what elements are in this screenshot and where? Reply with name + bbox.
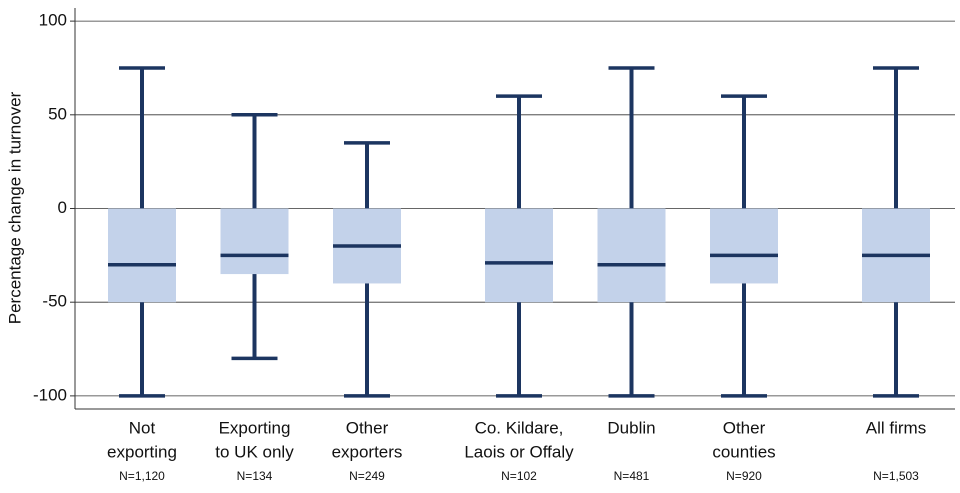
x-tick-label: Other [723, 418, 766, 437]
n-label: N=1,503 [873, 469, 919, 483]
x-tick-label: Not [129, 418, 156, 437]
x-tick-label: Co. Kildare, [475, 418, 564, 437]
y-tick-label: -100 [33, 385, 67, 404]
x-tick-label: exporters [332, 442, 403, 461]
box [710, 208, 778, 284]
n-label: N=481 [614, 469, 650, 483]
x-tick-label: Exporting [219, 418, 291, 437]
n-label: N=1,120 [119, 469, 165, 483]
box [485, 208, 553, 303]
x-tick-label: exporting [107, 442, 177, 461]
x-tick-label: Dublin [607, 418, 655, 437]
x-tick-label: Laois or Offaly [464, 442, 574, 461]
y-tick-label: 0 [58, 198, 67, 217]
n-label: N=249 [349, 469, 385, 483]
y-axis-label: Percentage change in turnover [5, 91, 24, 324]
n-label: N=920 [726, 469, 762, 483]
x-tick-label: to UK only [215, 442, 294, 461]
box [597, 208, 666, 303]
box [220, 208, 289, 275]
n-label: N=102 [501, 469, 537, 483]
n-label: N=134 [237, 469, 273, 483]
y-tick-label: -50 [42, 292, 67, 311]
x-tick-label: All firms [866, 418, 926, 437]
x-tick-label: Other [346, 418, 389, 437]
box [108, 208, 176, 303]
x-tick-label: counties [712, 442, 775, 461]
y-tick-label: 100 [39, 11, 67, 30]
y-tick-label: 50 [48, 104, 67, 123]
